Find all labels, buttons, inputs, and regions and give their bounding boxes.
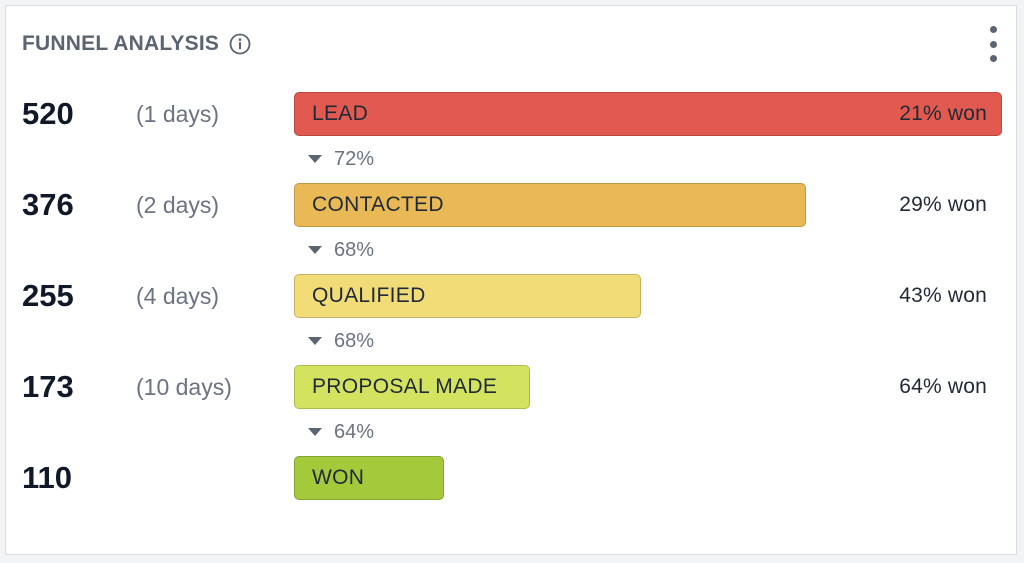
stage-label: QUALIFIED xyxy=(312,284,426,307)
card-title: FUNNEL ANALYSIS xyxy=(22,32,220,55)
stage-won-rate: 64% won xyxy=(899,375,987,398)
funnel-row-won: 110 WON xyxy=(6,455,1016,501)
stage-won-rate: 43% won xyxy=(899,284,987,307)
conversion-value: 64% xyxy=(334,420,375,443)
stage-bar[interactable]: QUALIFIED xyxy=(294,274,641,318)
more-options-button[interactable] xyxy=(986,26,1000,62)
stage-won-rate: 21% won xyxy=(899,102,987,125)
stage-days: (4 days) xyxy=(136,283,220,309)
stage-label: LEAD xyxy=(312,102,369,125)
stage-days: (1 days) xyxy=(136,101,220,127)
conversion-rate: 68% xyxy=(308,238,374,262)
funnel-row-proposal-made: 173 (10 days) PROPOSAL MADE 64% won xyxy=(6,364,1016,410)
caret-down-icon xyxy=(308,246,322,254)
conversion-rate: 68% xyxy=(308,329,374,353)
info-circle-icon[interactable] xyxy=(229,33,251,55)
stage-count: 110 xyxy=(22,460,73,495)
stage-won-rate: 29% won xyxy=(899,193,987,216)
stage-bar[interactable]: PROPOSAL MADE xyxy=(294,365,530,409)
stage-days: (10 days) xyxy=(136,374,232,400)
vertical-ellipsis-icon xyxy=(989,26,997,33)
caret-down-icon xyxy=(308,155,322,163)
funnel-row-contacted: 376 (2 days) CONTACTED 29% won xyxy=(6,182,1016,228)
funnel-row-qualified: 255 (4 days) QUALIFIED 43% won xyxy=(6,273,1016,319)
stage-count: 520 xyxy=(22,96,74,131)
conversion-value: 68% xyxy=(334,238,375,261)
funnel-analysis-card: FUNNEL ANALYSIS 520 (1 days) LEAD 21% wo… xyxy=(5,5,1017,555)
caret-down-icon xyxy=(308,337,322,345)
conversion-value: 72% xyxy=(334,147,375,170)
caret-down-icon xyxy=(308,428,322,436)
stage-bar[interactable]: WON xyxy=(294,456,444,500)
stage-label: WON xyxy=(312,466,365,489)
conversion-rate: 64% xyxy=(308,420,374,444)
funnel-row-lead: 520 (1 days) LEAD 21% won xyxy=(6,91,1016,137)
stage-days: (2 days) xyxy=(136,192,220,218)
stage-bar[interactable]: LEAD xyxy=(294,92,1002,136)
stage-count: 173 xyxy=(22,369,74,404)
stage-bar[interactable]: CONTACTED xyxy=(294,183,806,227)
card-header: FUNNEL ANALYSIS xyxy=(22,28,251,60)
conversion-value: 68% xyxy=(334,329,375,352)
stage-count: 255 xyxy=(22,278,74,313)
stage-label: CONTACTED xyxy=(312,193,444,216)
stage-count: 376 xyxy=(22,187,74,222)
stage-label: PROPOSAL MADE xyxy=(312,375,498,398)
conversion-rate: 72% xyxy=(308,147,374,171)
